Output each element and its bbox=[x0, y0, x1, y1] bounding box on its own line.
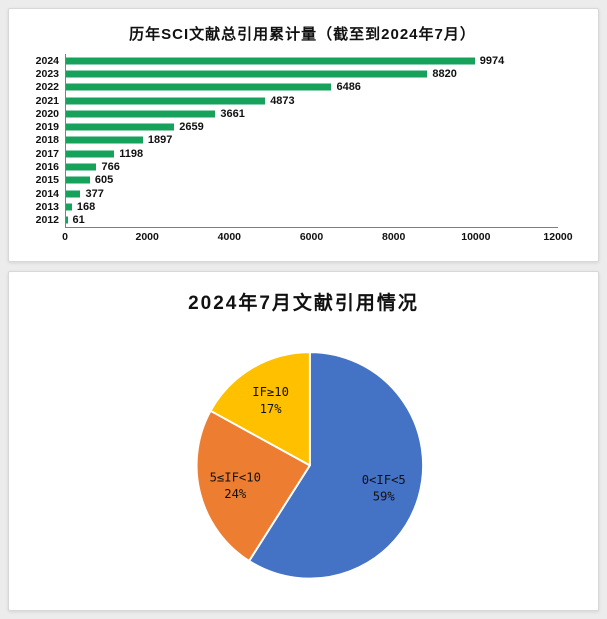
bar-row: 2023 8820 bbox=[25, 67, 558, 80]
bar-track: 766 bbox=[65, 160, 558, 173]
bar-row: 2018 1897 bbox=[25, 134, 558, 147]
bar-category-label: 2023 bbox=[35, 67, 59, 80]
bar-chart-plot: 2024 9974 2023 8820 2022 6486 2021 4873 2020 3661… bbox=[25, 54, 573, 245]
bar-value-label: 6486 bbox=[336, 81, 361, 94]
bar-row: 2019 2659 bbox=[25, 120, 558, 133]
bar-row: 2013 168 bbox=[25, 200, 558, 213]
x-axis-tick-label: 12000 bbox=[543, 230, 573, 243]
bar bbox=[65, 136, 143, 144]
x-axis-tick-label: 4000 bbox=[217, 230, 242, 243]
bar-value-label: 766 bbox=[101, 161, 120, 174]
pie-slice-label: 5≤IF<10 24% bbox=[210, 471, 261, 502]
bar-track: 6486 bbox=[65, 81, 558, 94]
bar-category-label: 2015 bbox=[35, 174, 59, 187]
bar bbox=[65, 97, 266, 105]
pie-slice-label: IF≥10 17% bbox=[252, 385, 289, 416]
bar bbox=[65, 83, 332, 91]
x-axis: 0 2000 4000 6000 8000 10000 12000 bbox=[25, 226, 573, 245]
bar-value-label: 377 bbox=[85, 187, 104, 200]
x-axis-tick-label: 0 bbox=[62, 230, 68, 243]
bar-category-label: 2012 bbox=[35, 214, 59, 227]
bar-row: 2017 1198 bbox=[25, 147, 558, 160]
bar-value-label: 8820 bbox=[432, 67, 457, 80]
bar-category-label: 2018 bbox=[35, 134, 59, 147]
bar-value-label: 9974 bbox=[479, 54, 505, 67]
bar-track: 4873 bbox=[65, 94, 558, 107]
bar-row: 2012 61 bbox=[25, 214, 558, 227]
pie-chart-plot: 0<IF<5 59% 5≤IF<10 24% IF≥10 17% bbox=[17, 317, 590, 606]
bar-value-label: 1897 bbox=[147, 134, 173, 147]
bar-value-label: 2659 bbox=[179, 121, 204, 134]
bar-chart-title: 历年SCI文献总引用累计量（截至到2024年7月） bbox=[129, 26, 476, 43]
bar bbox=[65, 57, 475, 65]
bar-track: 377 bbox=[65, 187, 558, 200]
bar-row: 2022 6486 bbox=[25, 81, 558, 94]
pie-slice bbox=[248, 351, 425, 580]
bar-category-label: 2013 bbox=[35, 200, 59, 213]
bar-track: 2659 bbox=[65, 120, 558, 133]
bar-track: 8820 bbox=[65, 67, 558, 80]
bar-value-label: 4873 bbox=[270, 94, 295, 107]
bar-track: 1897 bbox=[65, 134, 558, 147]
bar bbox=[65, 70, 428, 78]
bar-value-label: 605 bbox=[94, 174, 114, 187]
bar bbox=[65, 203, 72, 211]
bar-row: 2021 4873 bbox=[25, 94, 558, 107]
bar-track: 61 bbox=[65, 214, 558, 227]
bar bbox=[65, 216, 68, 224]
bar-row: 2020 3661 bbox=[25, 107, 558, 120]
y-axis-line bbox=[65, 54, 66, 227]
bar-category-label: 2020 bbox=[35, 107, 59, 120]
bar-value-label: 3661 bbox=[220, 107, 245, 120]
bar bbox=[65, 123, 175, 131]
bar-row: 2024 9974 bbox=[25, 54, 558, 67]
bar bbox=[65, 176, 90, 184]
x-axis-line: 0 2000 4000 6000 8000 10000 12000 bbox=[62, 226, 573, 245]
bar-value-label: 61 bbox=[72, 214, 85, 227]
bar-category-label: 2014 bbox=[35, 187, 59, 200]
pie-slice bbox=[209, 351, 311, 467]
bar-row: 2014 377 bbox=[25, 187, 558, 200]
bar-category-label: 2024 bbox=[35, 54, 59, 67]
pie-svg: 0<IF<5 59% 5≤IF<10 24% IF≥10 17% bbox=[195, 351, 425, 580]
bar-track: 9974 bbox=[65, 54, 558, 67]
bar-track: 605 bbox=[65, 174, 558, 187]
bar-track: 3661 bbox=[65, 107, 558, 120]
axis-spacer bbox=[25, 227, 65, 245]
pie-chart-title: 2024年7月文献引用情况 bbox=[188, 293, 419, 315]
bar bbox=[65, 150, 115, 158]
bar-category-label: 2016 bbox=[35, 161, 59, 174]
bar-category-label: 2019 bbox=[35, 121, 59, 134]
bar bbox=[65, 110, 216, 118]
pie-slice-label: 0<IF<5 59% bbox=[362, 473, 406, 504]
bar-chart-card: 历年SCI文献总引用累计量（截至到2024年7月） 2024 9974 2023 88… bbox=[8, 8, 599, 263]
bar-track: 168 bbox=[65, 200, 558, 213]
bar-category-label: 2017 bbox=[35, 147, 59, 160]
bar-value-label: 1198 bbox=[119, 147, 144, 160]
bar bbox=[65, 163, 97, 171]
bar-row: 2015 605 bbox=[25, 174, 558, 187]
bar-track: 1198 bbox=[65, 147, 558, 160]
bar-value-label: 168 bbox=[76, 200, 96, 213]
x-axis-tick-label: 2000 bbox=[135, 230, 159, 243]
bar bbox=[65, 190, 81, 198]
x-axis-tick-label: 8000 bbox=[381, 230, 406, 243]
bar-row: 2016 766 bbox=[25, 160, 558, 173]
bar-category-label: 2021 bbox=[35, 94, 59, 107]
pie-chart-card: 2024年7月文献引用情况 0<IF<5 59% 5≤IF<10 24% IF≥10 17… bbox=[8, 271, 599, 611]
x-axis-tick-label: 6000 bbox=[299, 230, 324, 243]
pie-slice bbox=[195, 409, 311, 562]
x-axis-tick-label: 10000 bbox=[461, 230, 491, 243]
bar-category-label: 2022 bbox=[35, 81, 59, 94]
